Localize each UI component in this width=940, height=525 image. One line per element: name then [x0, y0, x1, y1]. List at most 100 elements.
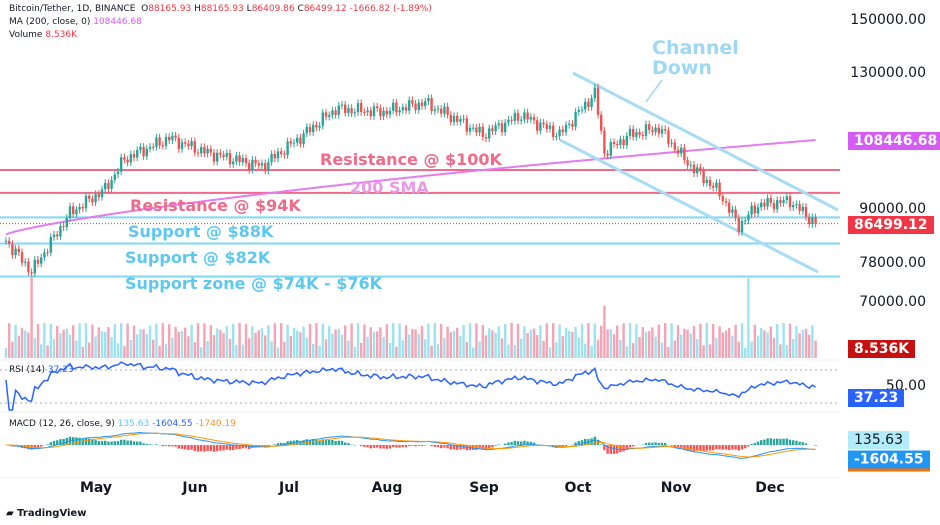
macd-histogram-bar: [580, 440, 584, 445]
volume-bar: [654, 336, 657, 358]
volume-bar: [676, 325, 680, 358]
macd-histogram-bar: [75, 437, 78, 445]
volume-bar: [683, 328, 686, 358]
candle-body: [708, 179, 712, 187]
candle-body: [65, 217, 68, 228]
rsi-tag: 37.23: [848, 389, 905, 407]
volume-bar: [552, 323, 555, 358]
candle-body: [296, 137, 299, 143]
volume-bar: [776, 323, 779, 358]
macd-histogram-bar: [366, 445, 369, 448]
volume-bar: [286, 324, 289, 358]
macd-histogram-bar: [600, 444, 603, 445]
candle-body: [635, 132, 638, 137]
volume-bar: [331, 333, 334, 358]
volume-bar: [475, 323, 478, 358]
macd-histogram-bar: [286, 441, 289, 445]
candle-body: [715, 182, 718, 188]
macd-histogram-bar: [504, 443, 507, 445]
volume-bar: [772, 338, 776, 358]
volume-bar: [344, 325, 347, 358]
macd-histogram-bar: [337, 440, 340, 445]
macd-histogram-bar: [312, 439, 315, 445]
macd-histogram-bar: [212, 445, 216, 452]
macd-histogram-bar: [411, 445, 414, 446]
candle-body: [452, 115, 456, 123]
macd-histogram-bar: [136, 441, 139, 445]
macd-histogram-bar: [430, 445, 433, 447]
candle-body: [24, 261, 27, 263]
candle-body: [254, 159, 257, 164]
macd-histogram-bar: [436, 445, 440, 448]
candle-body: [734, 209, 737, 219]
candle-body: [168, 136, 171, 141]
candle-body: [571, 123, 574, 127]
volume-bar: [766, 332, 769, 358]
macd-histogram-bar: [702, 445, 705, 451]
macd-histogram-bar: [180, 445, 184, 449]
volume-bar: [318, 345, 321, 358]
volume-bar: [20, 328, 24, 358]
volume-bar: [628, 323, 632, 358]
macd-histogram-bar: [488, 445, 491, 449]
macd-histogram-bar: [686, 445, 689, 451]
candle-body: [472, 127, 475, 129]
macd-histogram-bar: [456, 445, 459, 450]
macd-histogram-bar: [78, 437, 81, 445]
candle-body: [545, 124, 548, 129]
candle-body: [190, 141, 193, 147]
candle-body: [360, 103, 363, 113]
macd-histogram-bar: [798, 441, 801, 445]
candle-body: [11, 244, 14, 255]
rsi-line: [5, 361, 816, 411]
macd-histogram-bar: [670, 445, 673, 446]
candle-body: [798, 204, 801, 211]
candle-body: [622, 139, 625, 146]
candle-body: [248, 163, 251, 170]
macd-histogram-bar: [347, 443, 350, 445]
candle-body: [49, 237, 52, 253]
volume-bar: [513, 344, 516, 358]
macd-histogram-bar: [161, 445, 164, 447]
volume-bar: [334, 329, 337, 358]
volume-bar: [360, 342, 363, 358]
macd-histogram-bar: [750, 443, 753, 445]
candle-body: [721, 196, 724, 202]
macd-histogram-bar: [414, 445, 417, 447]
candle-body: [331, 110, 334, 116]
macd-histogram-bar: [222, 445, 225, 451]
candle-body: [398, 110, 401, 113]
volume-bar: [459, 335, 462, 358]
volume-bar: [657, 324, 660, 358]
macd-histogram-bar: [369, 445, 372, 449]
volume-bar: [411, 328, 414, 358]
volume-bar: [164, 343, 168, 358]
candle-body: [510, 119, 513, 121]
volume-bar: [52, 339, 56, 358]
volume-bar: [27, 332, 30, 358]
candle-body: [664, 129, 667, 131]
candle-body: [328, 115, 331, 117]
macd-histogram-bar: [334, 440, 337, 445]
volume-bar: [619, 340, 622, 358]
candle-body: [712, 186, 715, 188]
volume-bar: [632, 343, 635, 358]
volume-bar: [603, 305, 606, 358]
candle-body: [8, 240, 11, 245]
tradingview-logo[interactable]: ▰ TradingView: [6, 508, 87, 519]
volume-bar: [14, 324, 17, 358]
candle-body: [161, 145, 164, 147]
macd-histogram-bar: [328, 439, 331, 445]
axis-70000: 70000.00: [859, 294, 926, 310]
candle-body: [705, 179, 708, 184]
candle-body: [542, 122, 545, 125]
volume-bar: [94, 336, 97, 358]
volume-bar: [622, 323, 625, 358]
volume-bar: [500, 338, 504, 358]
macd-histogram-bar: [88, 438, 91, 445]
volume-bar: [97, 327, 100, 358]
candle-body: [347, 108, 350, 113]
candle-body: [110, 179, 113, 189]
candle-body: [136, 149, 139, 158]
